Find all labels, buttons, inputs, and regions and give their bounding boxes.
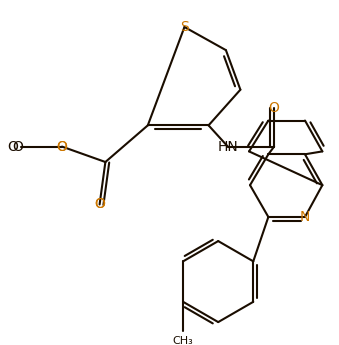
Text: HN: HN bbox=[218, 140, 238, 154]
Text: N: N bbox=[300, 210, 310, 224]
Text: O: O bbox=[269, 101, 280, 115]
Text: O: O bbox=[13, 140, 23, 154]
Text: O: O bbox=[94, 197, 105, 211]
Text: S: S bbox=[180, 20, 189, 34]
Text: O: O bbox=[57, 140, 67, 154]
Text: O: O bbox=[8, 140, 19, 154]
Text: CH₃: CH₃ bbox=[173, 336, 194, 345]
Text: O: O bbox=[94, 197, 105, 211]
Text: O: O bbox=[57, 140, 67, 154]
